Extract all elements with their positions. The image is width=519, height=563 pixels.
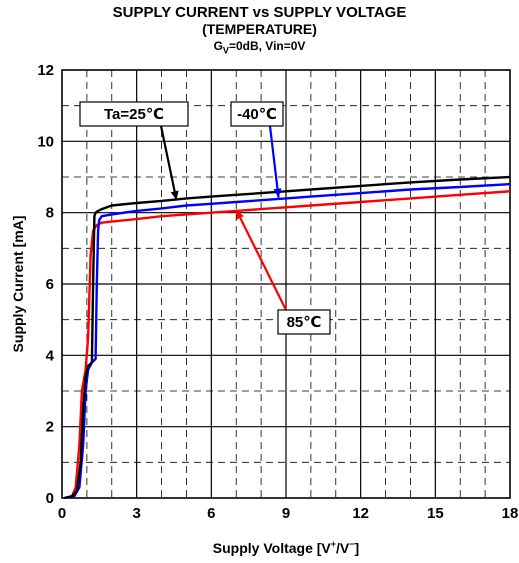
- chart-subtitle: (TEMPERATURE): [202, 21, 317, 37]
- test-conditions: GV=0dB, Vin=0V: [0, 39, 519, 55]
- tick-labels: 0 3 6 9 12 15 18 0 2 4 6 8 10 12: [37, 62, 518, 522]
- annotation-label: -40℃: [237, 106, 277, 123]
- y-tick-label: 4: [46, 347, 55, 364]
- x-tick-label: 0: [58, 505, 66, 522]
- annotations: Ta=25℃ -40℃ 85℃: [79, 101, 331, 335]
- annotation-label: Ta=25℃: [104, 106, 164, 123]
- y-tick-label: 2: [46, 419, 54, 436]
- annotation-box: [277, 309, 331, 335]
- x-tick-label: 3: [132, 505, 140, 522]
- annotation-leader: [159, 125, 178, 201]
- y-tick-label: 10: [37, 133, 54, 150]
- series-line-0: [64, 175, 511, 500]
- series-lines: [64, 175, 511, 500]
- x-tick-label: 6: [207, 505, 215, 522]
- annotation-label: 85℃: [287, 314, 322, 331]
- conditions-rest: =0dB, Vin=0V: [228, 39, 306, 53]
- series-line-2: [64, 190, 511, 500]
- annotation-arrowhead: [273, 188, 282, 198]
- x-tick-label: 9: [282, 505, 290, 522]
- y-tick-label: 6: [46, 276, 54, 293]
- x-axis-label: Supply Voltage [V+/V−]: [213, 539, 359, 556]
- series-line-1: [64, 182, 511, 500]
- gv-subscript: V: [222, 45, 229, 56]
- annotation-arrowhead: [170, 190, 179, 201]
- y-tick-label: 0: [46, 490, 54, 507]
- gv-symbol: G: [213, 39, 223, 53]
- x-tick-label: 18: [502, 505, 519, 522]
- annotation-leader: [235, 209, 287, 311]
- annotation-box: [79, 101, 189, 127]
- plot-frame: [61, 69, 511, 499]
- x-tick-label: 12: [352, 505, 369, 522]
- y-tick-label: 8: [46, 205, 54, 222]
- annotation-box: [230, 101, 284, 127]
- annotation-arrowhead: [236, 209, 244, 220]
- x-tick-label: 15: [427, 505, 444, 522]
- y-axis-label: Supply Current [mA]: [10, 216, 26, 353]
- chart-title: SUPPLY CURRENT vs SUPPLY VOLTAGE: [112, 4, 407, 21]
- annotation-leader: [268, 125, 280, 198]
- y-tick-label: 12: [37, 62, 54, 79]
- grid-lines: [62, 70, 510, 498]
